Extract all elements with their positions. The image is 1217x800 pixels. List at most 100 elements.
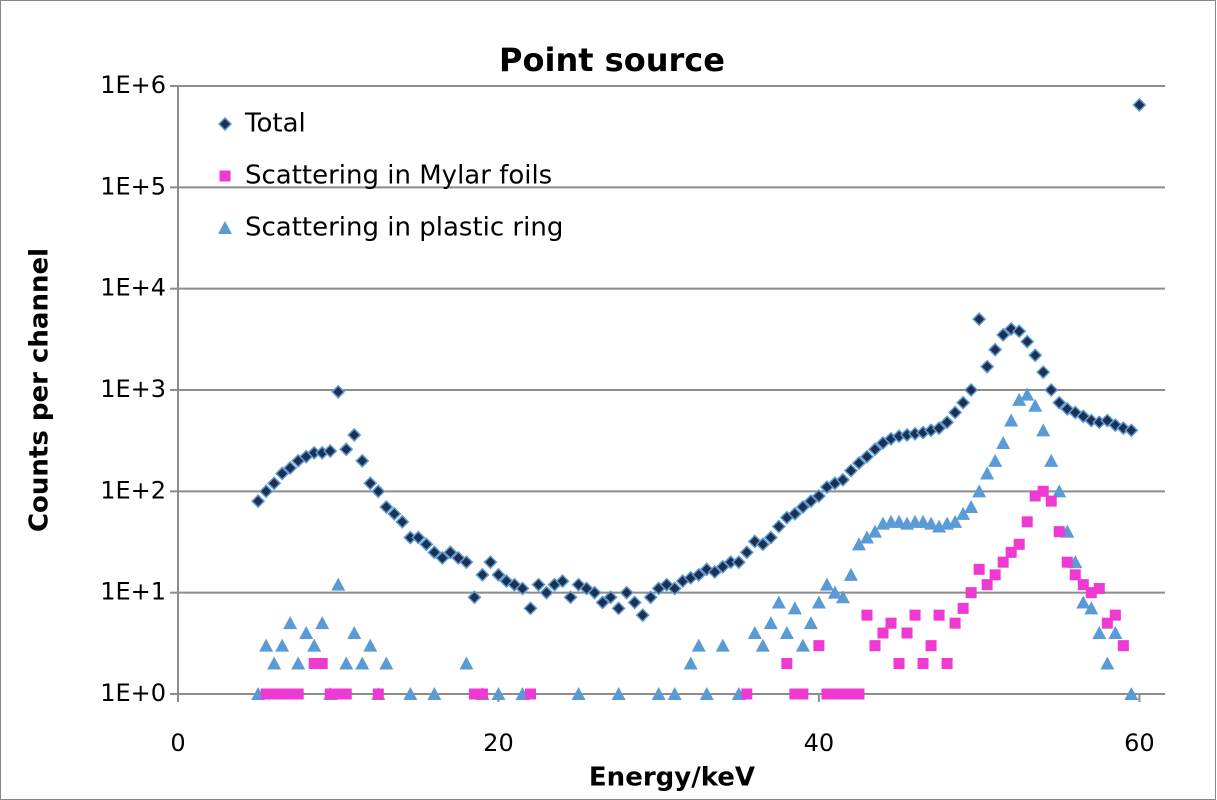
point xyxy=(877,627,889,639)
point xyxy=(491,687,506,700)
point xyxy=(972,484,987,498)
x-tick-label: 40 xyxy=(804,729,835,757)
point xyxy=(1012,392,1027,406)
point xyxy=(965,587,977,599)
point xyxy=(981,579,993,591)
point xyxy=(787,506,802,521)
point xyxy=(1124,423,1139,438)
point xyxy=(803,616,818,630)
point xyxy=(1132,97,1147,113)
point xyxy=(459,555,474,570)
x-tick-label: 60 xyxy=(1124,729,1155,757)
point xyxy=(1052,395,1067,410)
point xyxy=(1036,423,1051,437)
point xyxy=(324,688,336,700)
point xyxy=(988,453,1003,467)
point xyxy=(797,688,809,700)
point xyxy=(996,327,1011,342)
legend-label: Total xyxy=(244,109,306,139)
point xyxy=(379,499,394,515)
point xyxy=(1093,582,1105,594)
point xyxy=(283,460,298,476)
point xyxy=(771,595,786,609)
point xyxy=(523,601,538,616)
point xyxy=(475,567,490,582)
point xyxy=(973,563,985,575)
point xyxy=(403,687,418,700)
point xyxy=(1069,569,1081,581)
point xyxy=(435,550,450,566)
point xyxy=(387,506,402,521)
point xyxy=(731,555,746,570)
point xyxy=(699,687,714,700)
point xyxy=(819,577,834,591)
point xyxy=(340,688,352,700)
point xyxy=(851,537,866,551)
point xyxy=(964,382,979,398)
point xyxy=(916,514,931,528)
point xyxy=(259,484,274,499)
point xyxy=(268,688,280,700)
point xyxy=(829,688,841,700)
point xyxy=(611,687,626,700)
point xyxy=(964,500,979,514)
point xyxy=(917,657,929,669)
point xyxy=(1053,526,1065,538)
point xyxy=(339,656,354,670)
point xyxy=(1101,617,1113,629)
point xyxy=(395,514,410,529)
point xyxy=(308,657,320,669)
point xyxy=(940,415,955,430)
point xyxy=(667,581,682,596)
point xyxy=(835,472,851,487)
point xyxy=(1044,382,1059,398)
point xyxy=(427,687,442,700)
point xyxy=(667,687,682,700)
point xyxy=(803,494,818,509)
point xyxy=(1061,556,1073,568)
point xyxy=(587,585,602,600)
y-tick-label: 1E+2 xyxy=(100,476,166,504)
point xyxy=(1028,398,1043,412)
legend-label: Scattering in plastic ring xyxy=(245,213,563,243)
point xyxy=(627,595,642,610)
point xyxy=(859,530,874,544)
point xyxy=(323,443,338,459)
point xyxy=(307,638,322,652)
point xyxy=(813,640,825,652)
point xyxy=(1029,490,1041,502)
chart-title: Point source xyxy=(499,41,725,79)
point xyxy=(283,616,298,630)
point xyxy=(1084,601,1099,615)
point xyxy=(1037,485,1049,497)
point xyxy=(363,638,378,652)
point xyxy=(363,476,378,491)
point xyxy=(925,640,937,652)
point xyxy=(275,638,290,652)
point xyxy=(1012,324,1027,339)
point xyxy=(651,687,666,700)
point xyxy=(379,656,394,670)
point xyxy=(284,688,296,700)
point xyxy=(1108,625,1123,639)
point xyxy=(747,625,762,639)
point xyxy=(843,567,858,581)
point xyxy=(595,595,610,610)
y-tick-label: 1E+4 xyxy=(100,274,166,302)
point xyxy=(1020,334,1035,349)
point xyxy=(755,638,770,652)
point xyxy=(332,688,344,700)
point xyxy=(555,574,570,589)
point xyxy=(892,514,907,528)
point xyxy=(371,484,386,499)
point xyxy=(1109,609,1121,621)
point xyxy=(331,384,346,399)
point xyxy=(1005,546,1017,558)
point xyxy=(1100,656,1115,670)
point xyxy=(1045,495,1057,507)
y-tick-label: 1E+3 xyxy=(100,375,166,403)
point xyxy=(861,609,873,621)
point xyxy=(948,405,963,420)
point xyxy=(603,590,618,605)
